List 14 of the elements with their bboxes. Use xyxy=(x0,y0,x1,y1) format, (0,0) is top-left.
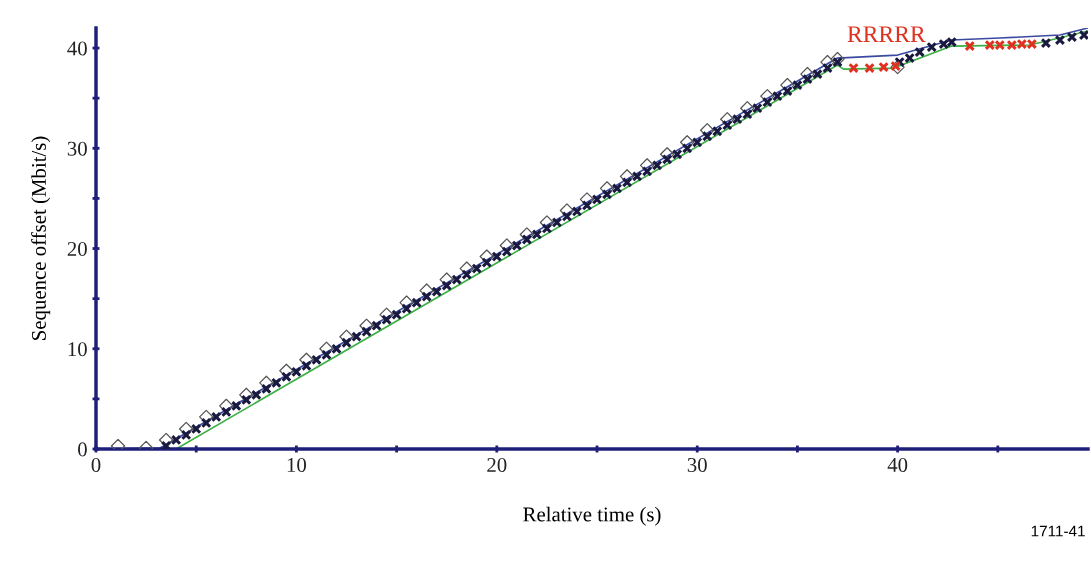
y-axis-title: Sequence offset (Mbit/s) xyxy=(31,136,51,340)
y-tick-label: 0 xyxy=(78,442,87,457)
x-axis-title: Relative time (s) xyxy=(523,506,661,526)
x-tick-label: 30 xyxy=(687,457,707,472)
annotation: RRRRR xyxy=(847,26,926,42)
y-tick-label: 10 xyxy=(68,342,87,357)
y-tick-label: 30 xyxy=(67,141,87,156)
y-tick-label: 20 xyxy=(67,241,87,256)
x-tick-label: 40 xyxy=(887,457,908,472)
text: 1711-41 xyxy=(1031,525,1085,537)
x-tick-label: 20 xyxy=(487,457,507,472)
y-tick-label: 40 xyxy=(67,41,87,56)
x-tick-label: 10 xyxy=(287,457,307,472)
x-tick-label: 0 xyxy=(91,457,101,472)
